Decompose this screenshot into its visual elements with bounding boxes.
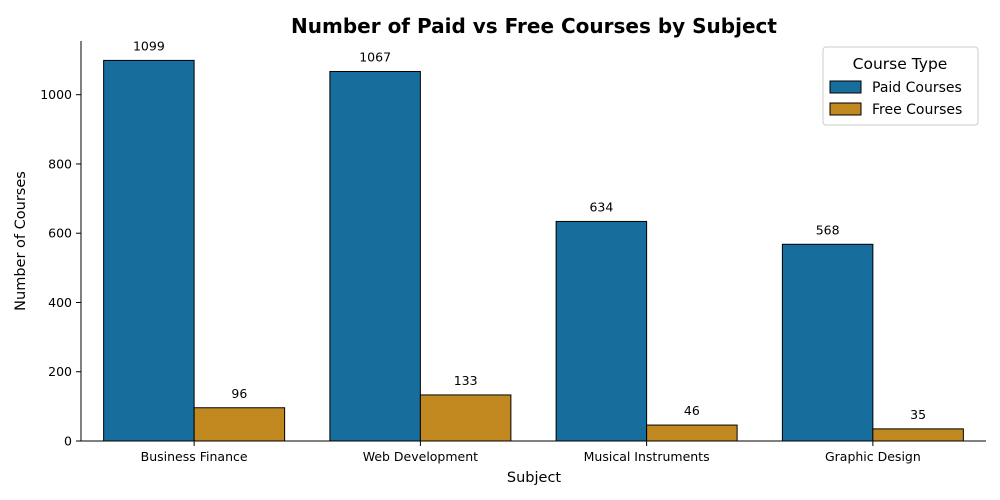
y-ticks-layer: 0 200 400 600 800 1000 [40, 87, 81, 449]
legend-swatch-free [829, 102, 862, 116]
y-axis-label: Number of Courses [13, 171, 29, 311]
chart-title: Number of Paid vs Free Courses by Subjec… [291, 14, 777, 38]
x-tick-label: Business Finance [141, 449, 248, 464]
bar-paid-3 [781, 243, 874, 442]
y-tick-label: 600 [48, 226, 72, 241]
data-label-free-0: 96 [231, 386, 247, 401]
y-tick-label: 400 [48, 295, 72, 310]
bar-free-2 [646, 424, 738, 442]
x-tick-label: Musical Instruments [584, 449, 710, 464]
data-label-paid-3: 568 [816, 222, 840, 237]
data-label-paid-2: 634 [589, 199, 613, 214]
data-labels-layer: 1099 1067 634 568 96 133 46 35 [133, 38, 926, 421]
bar-free-1 [419, 394, 512, 442]
data-label-free-2: 46 [684, 403, 700, 418]
bar-free-3 [872, 428, 964, 442]
data-label-paid-0: 1099 [133, 38, 165, 53]
x-ticks-layer: Business Finance Web Development Musical I… [141, 441, 921, 464]
data-label-free-1: 133 [454, 373, 478, 388]
legend: Course Type Paid Courses Free Courses [822, 46, 979, 126]
legend-label-paid: Paid Courses [872, 80, 962, 96]
y-tick-label: 1000 [40, 87, 72, 102]
x-axis-label: Subject [507, 470, 562, 486]
y-tick-label: 800 [48, 156, 72, 171]
legend-label-free: Free Courses [872, 102, 962, 118]
bar-free-0 [193, 407, 286, 442]
bars-layer [103, 59, 964, 442]
data-label-paid-1: 1067 [359, 49, 391, 64]
x-tick-label: Graphic Design [825, 449, 921, 464]
y-tick-label: 200 [48, 364, 72, 379]
x-tick-label: Web Development [363, 449, 478, 464]
data-label-free-3: 35 [910, 407, 926, 422]
legend-swatch-paid [829, 80, 862, 94]
legend-title: Course Type [853, 55, 948, 73]
legend-box [822, 46, 979, 126]
bar-paid-2 [555, 220, 648, 442]
bar-paid-0 [103, 59, 195, 442]
bar-paid-1 [329, 70, 421, 442]
y-tick-label: 0 [64, 434, 72, 449]
